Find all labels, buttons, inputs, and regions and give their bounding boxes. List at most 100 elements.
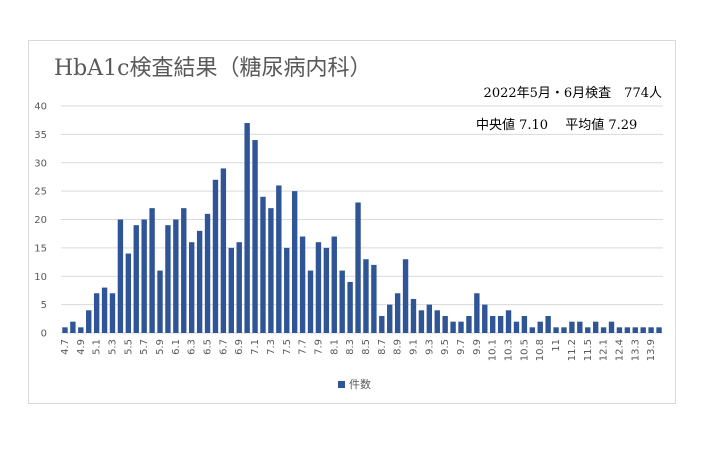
x-tick-label: 8.3 [345, 339, 356, 355]
y-tick-label: 30 [34, 158, 47, 169]
bar [331, 236, 337, 333]
x-tick-label: 7.7 [298, 339, 309, 355]
y-tick-label: 15 [34, 243, 47, 254]
bar [307, 270, 314, 333]
bar [149, 208, 155, 333]
x-tick-label: 5.3 [107, 339, 118, 355]
bar [347, 281, 353, 333]
bar [490, 315, 496, 333]
bar [260, 196, 266, 333]
x-tick-label: 6.5 [203, 339, 214, 355]
bar [466, 315, 472, 333]
x-tick-label: 11 [551, 339, 562, 352]
y-tick-label: 5 [41, 300, 47, 311]
bar [656, 327, 662, 333]
bar [157, 270, 163, 333]
x-tick-label: 8.5 [361, 339, 372, 355]
bar [458, 321, 464, 333]
bar [212, 179, 219, 333]
x-tick-label: 7.1 [250, 339, 261, 355]
x-tick-label: 6.1 [171, 339, 182, 355]
bar [70, 321, 76, 333]
bar [569, 321, 575, 333]
y-tick-label: 10 [34, 272, 47, 283]
bar [434, 310, 440, 333]
bar [220, 168, 227, 333]
bar [410, 298, 417, 333]
bar [204, 213, 211, 333]
x-tick-label: 9.7 [456, 339, 467, 355]
x-tick-label: 7.5 [282, 339, 293, 355]
bar [497, 315, 504, 333]
survey-summary-note: 2022年5月・6月検査 774人 [483, 86, 662, 101]
x-tick-label: 12.4 [614, 339, 625, 361]
bar [244, 123, 250, 334]
bar [371, 264, 377, 333]
x-tick-label: 6.3 [187, 339, 198, 355]
y-tick-label: 25 [34, 187, 47, 198]
x-tick-label: 9.3 [424, 339, 435, 355]
x-tick-label: 4.7 [60, 339, 71, 355]
bar [545, 315, 551, 333]
bar [299, 236, 306, 333]
bar [513, 321, 520, 333]
bar [189, 242, 195, 333]
y-tick-label: 40 [34, 102, 47, 113]
bar [363, 259, 369, 333]
y-tick-label: 20 [34, 215, 47, 226]
x-tick-label: 10.3 [504, 339, 515, 361]
x-tick-label: 10.5 [519, 339, 530, 361]
bar [600, 327, 607, 333]
chart-area [28, 40, 676, 404]
bar [418, 310, 425, 333]
bar [323, 247, 330, 334]
x-tick-label: 6.9 [234, 339, 245, 355]
x-tick-label: 8.1 [329, 339, 340, 355]
y-axis-ticks: 0 5 10 15 20 25 30 35 40 [34, 102, 47, 340]
x-tick-label: 7.9 [313, 339, 324, 355]
x-tick-label: 12.1 [599, 339, 610, 361]
bar [78, 327, 84, 333]
bar [394, 293, 401, 333]
y-tick-label: 35 [34, 130, 47, 141]
legend-label: 件数 [349, 378, 371, 391]
x-axis-ticks: 4.7 4.9 5.1 5.3 5.5 5.7 5.9 6.1 6.3 6.5 6.7 6.9 7.1 7… [60, 339, 657, 361]
bar [553, 327, 559, 333]
x-tick-label: 8.9 [393, 339, 404, 355]
bar [474, 293, 480, 333]
bar [577, 321, 583, 333]
bar [585, 327, 591, 333]
bar [521, 315, 528, 333]
bar [86, 310, 92, 333]
x-tick-label: 8.7 [377, 339, 388, 355]
bar [291, 191, 298, 334]
legend: 件数 [338, 376, 371, 392]
bar [93, 293, 100, 333]
bar [402, 259, 409, 333]
bar [624, 327, 631, 333]
x-tick-label: 5.1 [92, 339, 103, 355]
bar [592, 321, 599, 333]
bar [379, 315, 385, 333]
bar [315, 242, 322, 333]
bar [355, 202, 361, 333]
bar [640, 327, 646, 333]
bar [537, 321, 543, 333]
median-mean-note: 中央値 7.10 平均値 7.29 [476, 118, 638, 133]
bar [109, 293, 116, 333]
bar [482, 304, 488, 334]
bar [141, 219, 147, 333]
chart-title: HbA1c検査結果（糖尿病内科） [54, 56, 372, 81]
bar [228, 247, 234, 334]
bar [284, 247, 290, 334]
bar [276, 185, 282, 333]
bar [236, 242, 242, 333]
bar [173, 219, 179, 333]
bar [529, 327, 535, 333]
bar [252, 140, 258, 333]
bar [117, 219, 124, 333]
x-tick-label: 5.7 [139, 339, 150, 355]
bar [387, 304, 393, 334]
bar [616, 327, 623, 333]
